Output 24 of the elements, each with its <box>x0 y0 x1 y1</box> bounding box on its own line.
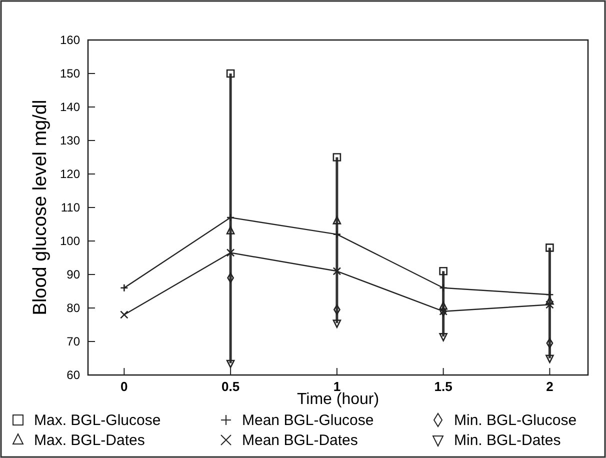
legend-label: Max. BGL-Dates <box>34 432 145 449</box>
y-tick-label: 80 <box>66 301 80 316</box>
y-tick-label: 160 <box>60 33 80 48</box>
x-tick-label: 0.5 <box>222 379 240 394</box>
x-tick-label: 1 <box>333 379 341 394</box>
y-tick-label: 140 <box>60 100 80 114</box>
y-tick-label: 70 <box>66 334 80 349</box>
x-tick-label: 1.5 <box>434 379 452 394</box>
y-tick-label: 150 <box>60 66 80 81</box>
y-tick-label: 90 <box>66 268 80 282</box>
y-tick-label: 100 <box>60 234 80 248</box>
y-tick-label: 130 <box>60 134 80 148</box>
y-tick-label: 110 <box>60 200 80 215</box>
y-tick-label: 60 <box>66 368 80 382</box>
x-tick-label: 2 <box>546 379 554 394</box>
x-axis-title: Time (hour) <box>296 391 380 408</box>
x-tick-label: 0 <box>120 379 128 394</box>
legend-label: Max. BGL-Glucose <box>34 412 161 429</box>
legend-label: Mean BGL-Dates <box>242 432 358 449</box>
y-axis-title: Blood glucose level mg/dl <box>30 100 51 316</box>
legend-label: Min. BGL-Dates <box>454 432 561 449</box>
y-tick-label: 120 <box>60 167 80 182</box>
legend-label: Min. BGL-Glucose <box>454 412 577 429</box>
legend-label: Mean BGL-Glucose <box>242 412 374 429</box>
